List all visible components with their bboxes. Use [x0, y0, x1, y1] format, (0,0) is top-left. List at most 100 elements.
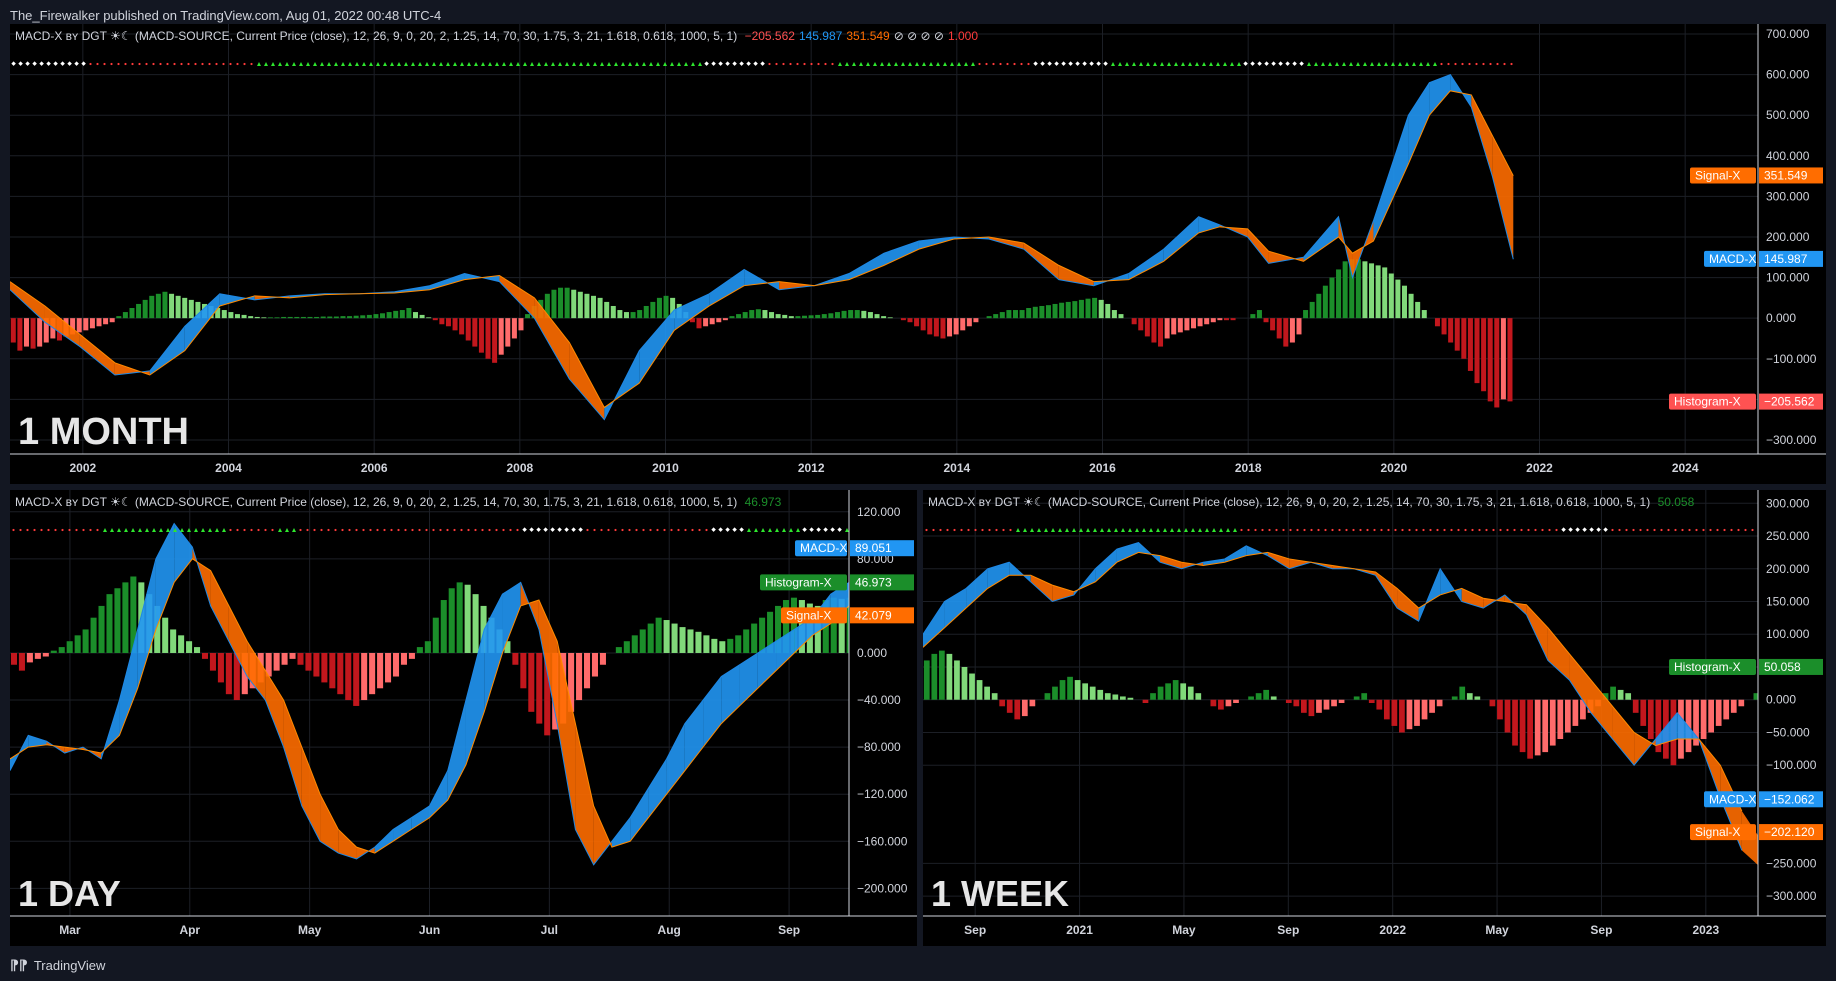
dot-circle — [1709, 528, 1712, 532]
histogram-bar — [1625, 693, 1632, 700]
dot-triangle — [1093, 528, 1097, 532]
dot-circle — [1499, 528, 1502, 532]
histogram-bar — [671, 623, 678, 653]
histogram-bar — [1098, 299, 1104, 319]
dot-circle — [117, 62, 120, 66]
dot-circle — [1510, 62, 1513, 66]
histogram-bar — [353, 315, 359, 319]
dot-diamond — [18, 61, 23, 66]
dot-circle — [313, 528, 316, 532]
dot-triangle — [1051, 528, 1055, 532]
dot-triangle — [292, 528, 296, 532]
band-segment — [28, 735, 47, 748]
band-segment — [534, 297, 570, 380]
histogram-bar — [1150, 693, 1156, 700]
histogram-bar — [149, 295, 155, 319]
band-segment — [1634, 732, 1656, 766]
dot-triangle — [908, 62, 912, 66]
dot-circle — [229, 528, 232, 532]
dot-triangle — [460, 62, 464, 66]
dot-circle — [390, 528, 393, 532]
band-segment — [465, 629, 485, 765]
histogram-bar — [1361, 693, 1368, 700]
chart-day[interactable]: 1 DAY MACD-X ʙʏ DGT ☀☾ (MACD-SOURCE, Curr… — [9, 490, 917, 946]
dot-circle — [1555, 528, 1558, 532]
histogram-bar — [583, 652, 591, 689]
dot-triangle — [383, 62, 387, 66]
dot-circle — [656, 528, 659, 532]
dot-circle — [1443, 528, 1446, 532]
histogram-bar — [881, 316, 887, 319]
histogram-bar — [544, 652, 551, 736]
badge-label-bg — [1704, 250, 1756, 267]
dot-triangle — [621, 62, 625, 66]
dot-triangle — [670, 62, 674, 66]
dot-triangle — [943, 62, 947, 66]
dot-circle — [1478, 528, 1481, 532]
histogram-bar — [1342, 261, 1348, 319]
band-segment — [648, 758, 667, 818]
histogram-bar — [380, 313, 386, 319]
dot-triangle — [362, 62, 366, 66]
dot-triangle — [1419, 62, 1423, 66]
dot-circle — [439, 528, 442, 532]
histogram-bar — [281, 652, 288, 665]
dot-triangle — [845, 528, 849, 532]
histogram-bar — [26, 652, 33, 663]
histogram-bar — [830, 597, 837, 653]
band-segment — [1246, 545, 1268, 556]
time-tick-label: 2023 — [1692, 923, 1719, 937]
time-tick-label: Apr — [179, 923, 200, 937]
price-tick-label: 120.000 — [857, 505, 901, 519]
histogram-bar — [940, 318, 946, 339]
dot-triangle — [418, 62, 422, 66]
dot-circle — [1352, 528, 1355, 532]
dot-diamond — [718, 61, 723, 66]
dot-circle — [1261, 528, 1264, 532]
dot-triangle — [1328, 62, 1332, 66]
dot-circle — [152, 62, 155, 66]
histogram-bar — [1218, 699, 1224, 710]
histogram-bar — [1693, 699, 1699, 746]
price-tick-label: 500.000 — [1766, 108, 1810, 122]
histogram-bar — [1138, 318, 1144, 331]
histogram-bar — [1408, 293, 1414, 319]
histogram-bar — [170, 629, 177, 653]
histogram-bar — [1602, 693, 1609, 700]
dot-triangle — [467, 62, 471, 66]
histogram-bar — [408, 652, 415, 659]
histogram-bar — [254, 316, 260, 319]
histogram-bar — [1753, 693, 1760, 700]
histogram-bar — [10, 652, 18, 665]
dot-triangle — [1198, 528, 1202, 532]
dot-diamond — [1103, 61, 1108, 66]
band-segment — [411, 805, 430, 830]
chart-month[interactable]: 1 MONTH MACD-X ʙʏ DGT ☀☾ (MACD-SOURCE, Cu… — [9, 24, 1826, 484]
dot-circle — [782, 62, 785, 66]
dot-triangle — [544, 62, 548, 66]
dot-circle — [974, 528, 977, 532]
dot-triangle — [1174, 62, 1178, 66]
dot-triangle — [1139, 62, 1143, 66]
histogram-bar — [201, 652, 209, 659]
dot-triangle — [495, 62, 499, 66]
band-segment — [283, 700, 302, 806]
band-segment — [10, 281, 45, 323]
histogram-bar — [103, 318, 109, 325]
dot-diamond — [746, 61, 751, 66]
dot-circle — [698, 528, 701, 532]
chart-week[interactable]: 1 WEEK MACD-X ʙʏ DGT ☀☾ (MACD-SOURCE, Cur… — [922, 490, 1832, 946]
histogram-bar — [591, 652, 599, 677]
price-tick-label: 200.000 — [1766, 230, 1810, 244]
dot-circle — [1401, 528, 1404, 532]
band-segment — [1591, 680, 1613, 740]
band-segment — [779, 281, 815, 290]
histogram-bar — [1429, 699, 1435, 713]
dot-triangle — [1205, 528, 1209, 532]
band-segment — [429, 273, 465, 290]
histogram-bar — [82, 629, 89, 653]
histogram-bar — [639, 629, 646, 653]
dot-triangle — [859, 62, 863, 66]
footer-brand[interactable]: TradingView — [33, 957, 106, 973]
histogram-bar — [155, 293, 161, 319]
